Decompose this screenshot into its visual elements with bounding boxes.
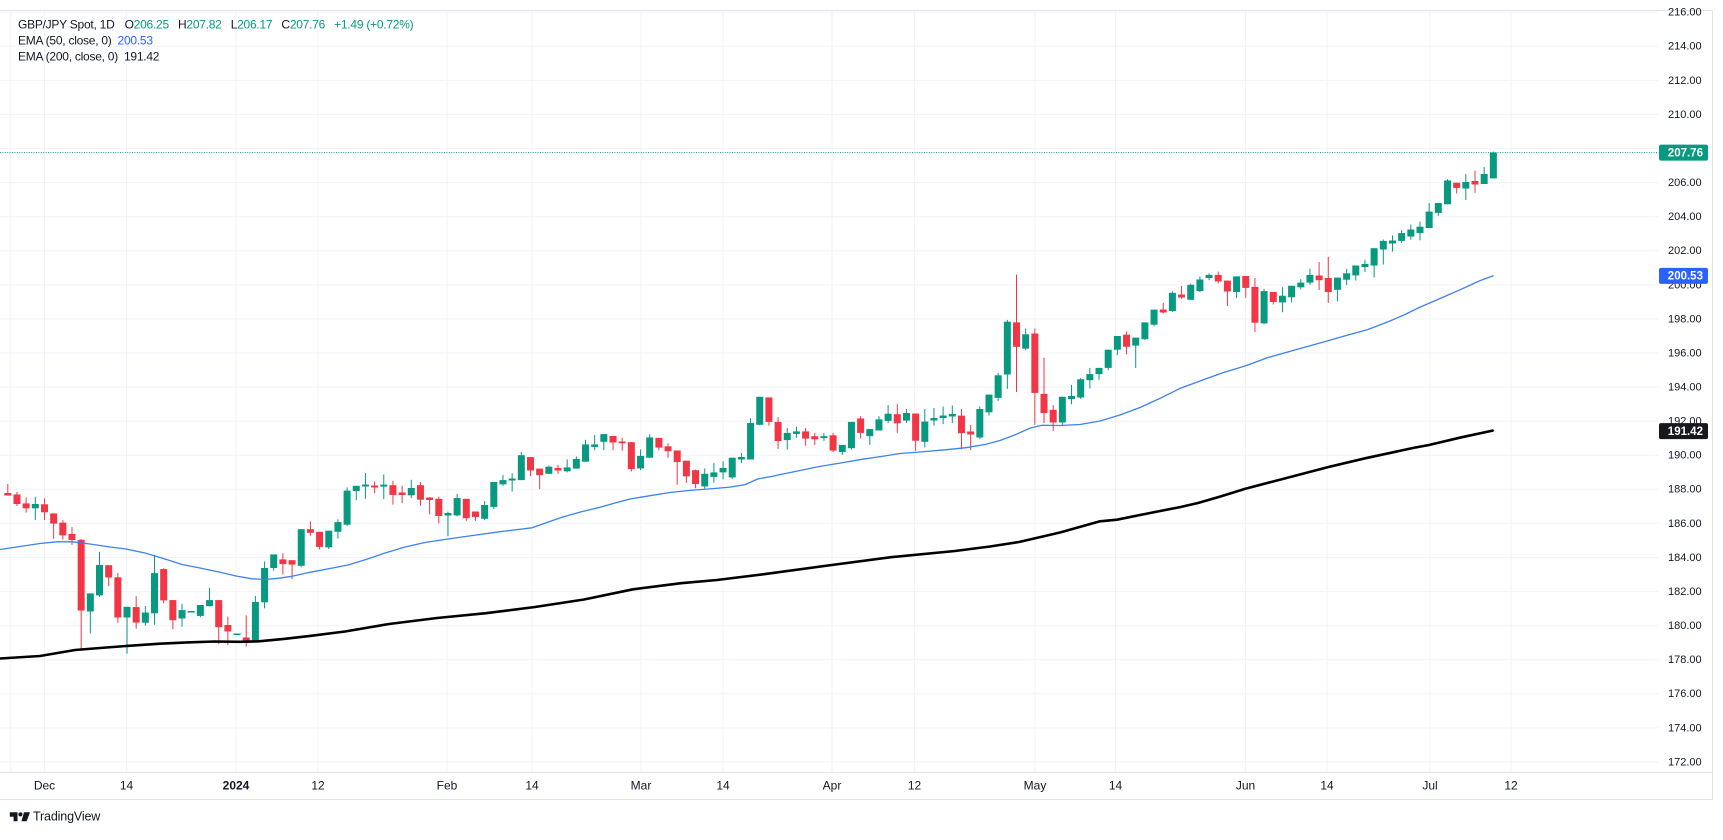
svg-text:Jul: Jul (1422, 779, 1437, 793)
svg-text:14: 14 (525, 779, 539, 793)
svg-text:207.76: 207.76 (1668, 147, 1703, 159)
svg-text:214.00: 214.00 (1668, 41, 1702, 53)
svg-text:210.00: 210.00 (1668, 109, 1702, 121)
svg-text:198.00: 198.00 (1668, 313, 1702, 325)
svg-text:216.00: 216.00 (1668, 7, 1702, 19)
svg-text:2024: 2024 (223, 779, 250, 793)
svg-text:Mar: Mar (631, 779, 652, 793)
svg-text:14: 14 (1320, 779, 1334, 793)
svg-text:Dec: Dec (34, 779, 55, 793)
svg-text:TradingView: TradingView (33, 809, 101, 823)
svg-text:176.00: 176.00 (1668, 688, 1702, 700)
svg-text:191.42: 191.42 (1668, 426, 1703, 438)
svg-text:Jun: Jun (1236, 779, 1255, 793)
svg-text:190.00: 190.00 (1668, 450, 1702, 462)
svg-text:EMA (50, close, 0)200.53: EMA (50, close, 0) 200.53 (18, 34, 153, 48)
svg-text:EMA (200, close, 0)191.42: EMA (200, close, 0) 191.42 (18, 50, 160, 64)
svg-text:14: 14 (1109, 779, 1123, 793)
svg-text:14: 14 (716, 779, 730, 793)
svg-text:212.00: 212.00 (1668, 75, 1702, 87)
svg-text:174.00: 174.00 (1668, 722, 1702, 734)
svg-text:194.00: 194.00 (1668, 382, 1702, 394)
svg-text:206.00: 206.00 (1668, 177, 1702, 189)
svg-text:202.00: 202.00 (1668, 245, 1702, 257)
svg-text:Apr: Apr (823, 779, 842, 793)
svg-text:12: 12 (908, 779, 922, 793)
svg-text:196.00: 196.00 (1668, 347, 1702, 359)
svg-text:180.00: 180.00 (1668, 620, 1702, 632)
svg-text:12: 12 (311, 779, 325, 793)
svg-text:204.00: 204.00 (1668, 211, 1702, 223)
svg-text:186.00: 186.00 (1668, 518, 1702, 530)
svg-text:14: 14 (120, 779, 134, 793)
svg-text:12: 12 (1504, 779, 1518, 793)
svg-text:172.00: 172.00 (1668, 756, 1702, 768)
svg-text:Feb: Feb (437, 779, 458, 793)
svg-text:May: May (1024, 779, 1047, 793)
svg-text:200.53: 200.53 (1668, 271, 1703, 283)
svg-text:GBP/JPY Spot, 1D O206.25 H207.: GBP/JPY Spot, 1D O206.25 H207.82 L206.17… (18, 18, 414, 32)
svg-text:188.00: 188.00 (1668, 484, 1702, 496)
svg-text:182.00: 182.00 (1668, 586, 1702, 598)
svg-text:184.00: 184.00 (1668, 552, 1702, 564)
svg-text:178.00: 178.00 (1668, 654, 1702, 666)
